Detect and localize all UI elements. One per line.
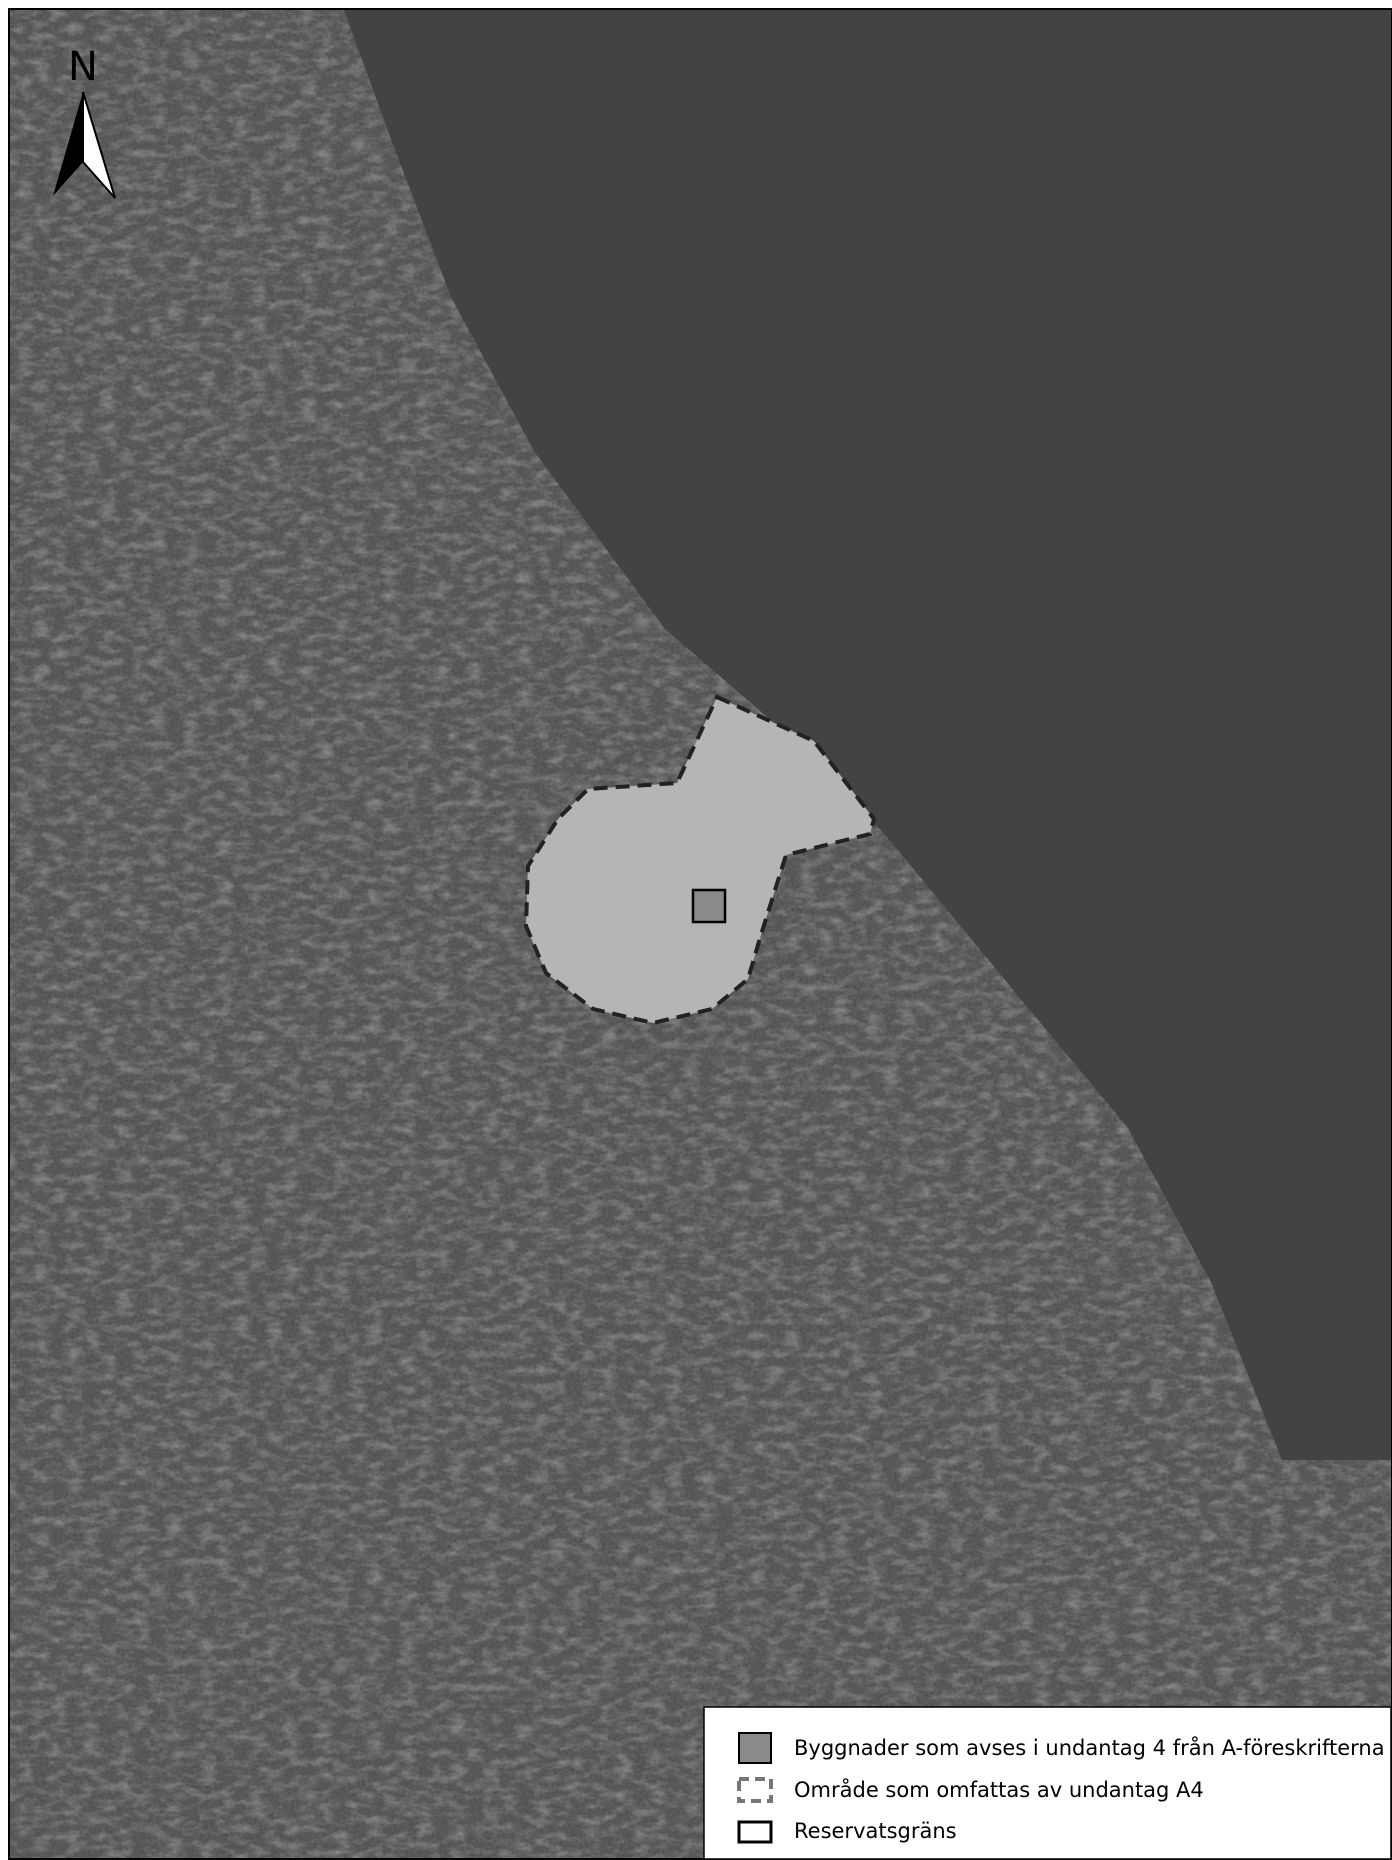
legend: Byggnader som avses i undantag 4 från A-… [703,1706,1392,1860]
legend-symbol-building [738,1732,772,1764]
legend-label: Reservatsgräns [794,1819,957,1843]
building [691,888,727,924]
legend-label: Område som omfattas av undantag A4 [794,1777,1204,1802]
north-arrow-right [82,91,116,199]
exception-area [523,694,877,1026]
map-border [8,8,1392,1860]
north-label: N [68,44,98,90]
legend-symbol-boundary [737,1820,773,1844]
legend-label: Byggnader som avses i undantag 4 från A-… [794,1735,1385,1760]
legend-box [703,1706,1392,1860]
water [344,10,1392,1460]
legend-symbol-area [737,1777,773,1803]
north-arrow-left [53,92,83,196]
map-frame: N [10,10,1392,1860]
